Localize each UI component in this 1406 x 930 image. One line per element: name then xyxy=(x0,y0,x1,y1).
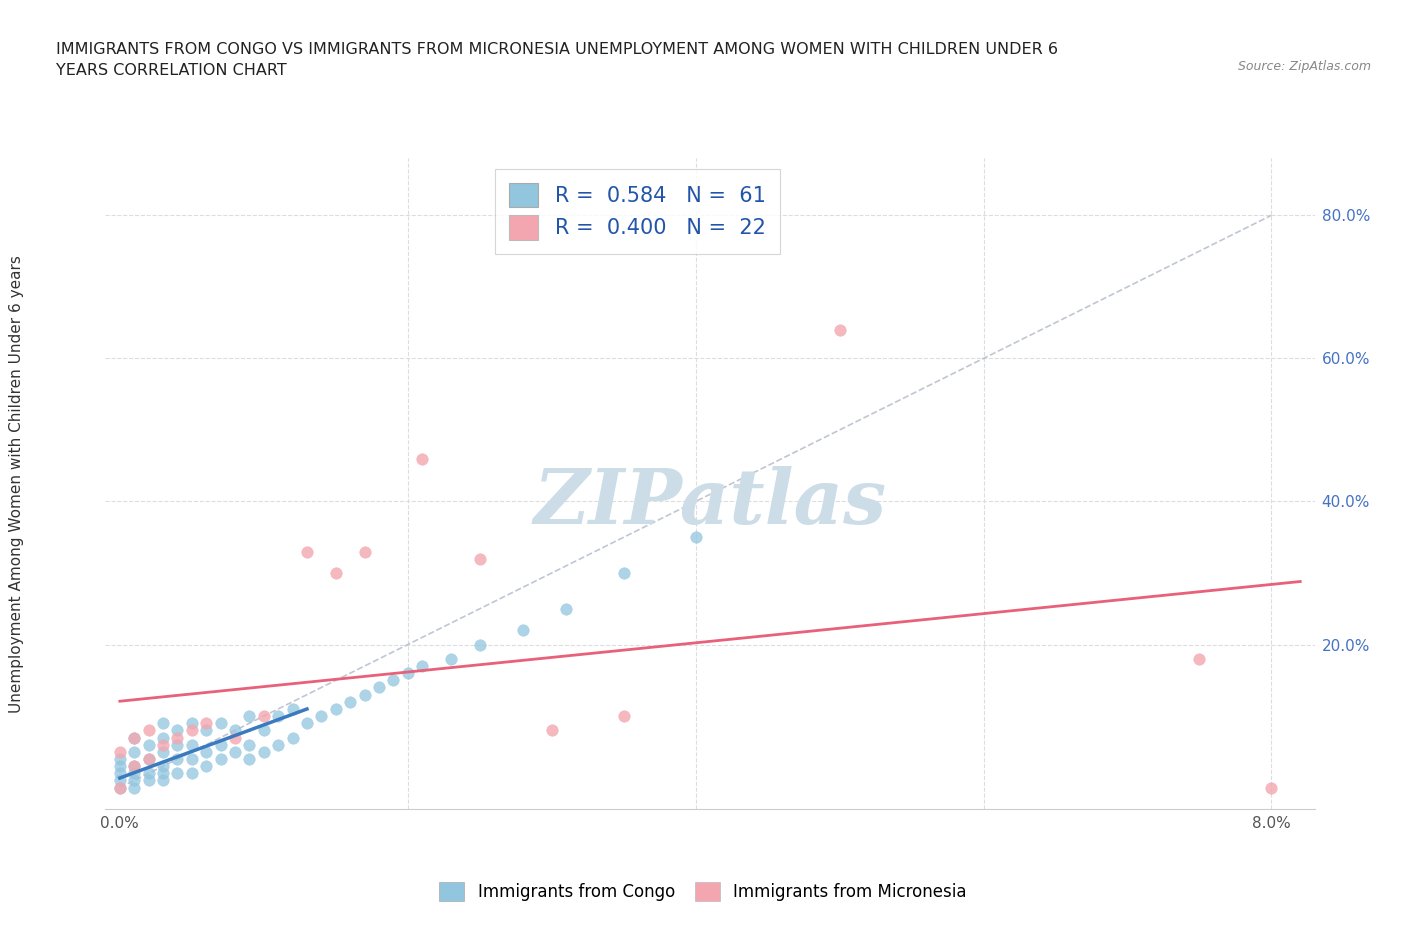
Point xyxy=(224,723,246,737)
Point xyxy=(411,658,433,673)
Point xyxy=(325,565,347,580)
Point xyxy=(253,709,276,724)
Text: Source: ZipAtlas.com: Source: ZipAtlas.com xyxy=(1237,60,1371,73)
Point xyxy=(555,602,578,617)
Point xyxy=(138,737,160,752)
Point xyxy=(122,730,145,745)
Point xyxy=(613,709,636,724)
Point xyxy=(195,759,218,774)
Point xyxy=(685,530,707,545)
Point xyxy=(152,737,174,752)
Point xyxy=(166,730,188,745)
Point xyxy=(122,780,145,795)
Point xyxy=(238,709,260,724)
Point xyxy=(440,651,463,666)
Point xyxy=(224,730,246,745)
Point xyxy=(108,773,131,788)
Point xyxy=(166,737,188,752)
Point xyxy=(166,723,188,737)
Point xyxy=(512,623,534,638)
Point xyxy=(353,687,375,702)
Point xyxy=(253,744,276,759)
Point xyxy=(108,751,131,766)
Point xyxy=(122,766,145,781)
Point xyxy=(382,673,405,688)
Point xyxy=(152,744,174,759)
Point xyxy=(209,716,232,731)
Point xyxy=(180,751,202,766)
Point xyxy=(122,744,145,759)
Point xyxy=(152,730,174,745)
Point xyxy=(122,773,145,788)
Point xyxy=(295,544,318,559)
Point xyxy=(267,709,290,724)
Point xyxy=(138,751,160,766)
Point xyxy=(468,637,491,652)
Point xyxy=(368,680,391,695)
Point xyxy=(253,723,276,737)
Point xyxy=(138,766,160,781)
Point xyxy=(180,716,202,731)
Point xyxy=(238,737,260,752)
Point xyxy=(281,730,304,745)
Point xyxy=(108,759,131,774)
Point xyxy=(468,551,491,566)
Point xyxy=(195,723,218,737)
Point xyxy=(311,709,333,724)
Point xyxy=(152,759,174,774)
Point xyxy=(339,695,361,710)
Legend: Immigrants from Congo, Immigrants from Micronesia: Immigrants from Congo, Immigrants from M… xyxy=(433,876,973,908)
Point xyxy=(180,723,202,737)
Text: Unemployment Among Women with Children Under 6 years: Unemployment Among Women with Children U… xyxy=(10,255,24,712)
Point xyxy=(108,744,131,759)
Point xyxy=(209,751,232,766)
Point xyxy=(828,323,851,338)
Point xyxy=(122,759,145,774)
Point xyxy=(353,544,375,559)
Point xyxy=(411,451,433,466)
Point xyxy=(138,723,160,737)
Point xyxy=(540,723,562,737)
Point xyxy=(152,773,174,788)
Text: ZIPatlas: ZIPatlas xyxy=(533,466,887,540)
Point xyxy=(122,730,145,745)
Point xyxy=(613,565,636,580)
Point xyxy=(166,751,188,766)
Point xyxy=(152,716,174,731)
Point xyxy=(238,751,260,766)
Point xyxy=(396,666,419,681)
Text: IMMIGRANTS FROM CONGO VS IMMIGRANTS FROM MICRONESIA UNEMPLOYMENT AMONG WOMEN WIT: IMMIGRANTS FROM CONGO VS IMMIGRANTS FROM… xyxy=(56,42,1059,78)
Point xyxy=(195,744,218,759)
Point xyxy=(325,701,347,716)
Point xyxy=(152,766,174,781)
Point xyxy=(209,737,232,752)
Point xyxy=(195,716,218,731)
Point xyxy=(138,773,160,788)
Point xyxy=(166,766,188,781)
Point xyxy=(108,766,131,781)
Point xyxy=(1188,651,1211,666)
Legend: R =  0.584   N =  61, R =  0.400   N =  22: R = 0.584 N = 61, R = 0.400 N = 22 xyxy=(495,168,780,254)
Point xyxy=(180,766,202,781)
Point xyxy=(122,759,145,774)
Point xyxy=(138,751,160,766)
Point xyxy=(267,737,290,752)
Point xyxy=(224,744,246,759)
Point xyxy=(108,780,131,795)
Point xyxy=(295,716,318,731)
Point xyxy=(281,701,304,716)
Point xyxy=(1260,780,1282,795)
Point xyxy=(108,780,131,795)
Point xyxy=(180,737,202,752)
